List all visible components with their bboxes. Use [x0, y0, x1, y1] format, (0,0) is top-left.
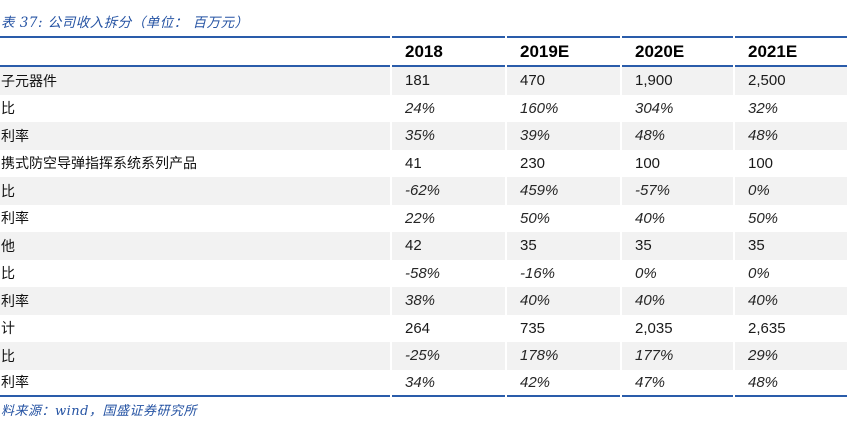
- row-label: 利率: [0, 287, 390, 315]
- cell-value: -62%: [392, 177, 505, 205]
- cell-value: 2,500: [735, 67, 847, 95]
- table-row: 利率 35% 39% 48% 48%: [0, 122, 847, 150]
- cell-value: -25%: [392, 342, 505, 370]
- row-label: 比: [1, 267, 15, 283]
- row-label: 携式防空导弹指挥系统系列产品: [1, 157, 197, 173]
- column-header-2021e: 2021E: [735, 36, 847, 67]
- table-row: 利率 38% 40% 40% 40%: [0, 287, 847, 315]
- cell-value: 40%: [507, 287, 620, 315]
- cell-value: 0%: [735, 177, 847, 205]
- column-header-2019e: 2019E: [507, 36, 620, 67]
- cell-value: 178%: [507, 342, 620, 370]
- table-row: 利率 34% 42% 47% 48%: [0, 370, 847, 397]
- cell-value: 29%: [735, 342, 847, 370]
- cell-value: 735: [520, 319, 546, 337]
- cell-value: 50%: [748, 209, 779, 227]
- cell-value: -58%: [405, 264, 441, 282]
- cell-value: 40%: [635, 209, 666, 227]
- cell-value: 1,900: [622, 67, 733, 95]
- cell-value: 40%: [735, 287, 847, 315]
- cell-value: 160%: [520, 99, 559, 117]
- cell-value: 22%: [405, 209, 436, 227]
- cell-value: 32%: [748, 99, 779, 117]
- table-title: 表 37: 公司收入拆分（单位： 百万元）: [1, 15, 249, 31]
- table-row: 子元器件 181 470 1,900 2,500: [0, 67, 847, 95]
- row-label: 比: [0, 342, 390, 370]
- table-row: 比 24% 160% 304% 32%: [0, 95, 847, 123]
- cell-value: 2,635: [748, 319, 786, 337]
- table-row: 比 -62% 459% -57% 0%: [0, 177, 847, 205]
- table-row: 计 264 735 2,035 2,635: [0, 315, 847, 343]
- row-label: 子元器件: [0, 67, 390, 95]
- cell-value: 181: [392, 67, 505, 95]
- cell-value: 470: [507, 67, 620, 95]
- row-label: 利率: [0, 122, 390, 150]
- cell-value: 230: [520, 154, 546, 172]
- cell-value: 0%: [635, 264, 657, 282]
- cell-value: 24%: [405, 99, 436, 117]
- cell-value: 47%: [622, 370, 733, 397]
- table-header-row: 2018 2019E 2020E 2021E: [0, 36, 847, 67]
- cell-value: 40%: [622, 287, 733, 315]
- cell-value: 48%: [622, 122, 733, 150]
- cell-value: 35: [507, 232, 620, 260]
- cell-value: 100: [748, 154, 774, 172]
- table-row: 他 42 35 35 35: [0, 232, 847, 260]
- row-label: 利率: [0, 370, 390, 397]
- cell-value: -57%: [622, 177, 733, 205]
- cell-value: 42: [392, 232, 505, 260]
- cell-value: 42%: [507, 370, 620, 397]
- row-label: 比: [1, 102, 15, 118]
- cell-value: 41: [405, 154, 422, 172]
- source-note: 料来源：wind，国盛证券研究所: [1, 404, 197, 419]
- cell-value: 459%: [507, 177, 620, 205]
- header-spacer: [0, 36, 390, 67]
- column-header-2020e: 2020E: [622, 36, 733, 67]
- cell-value: 100: [635, 154, 661, 172]
- table-row: 比 -58% -16% 0% 0%: [0, 260, 847, 288]
- cell-value: 0%: [748, 264, 770, 282]
- table-row: 携式防空导弹指挥系统系列产品 41 230 100 100: [0, 150, 847, 178]
- row-label: 他: [0, 232, 390, 260]
- cell-value: -16%: [520, 264, 556, 282]
- data-table: 2018 2019E 2020E 2021E 子元器件 181 470 1,90…: [0, 36, 847, 397]
- cell-value: 35: [622, 232, 733, 260]
- cell-value: 34%: [392, 370, 505, 397]
- cell-value: 48%: [735, 370, 847, 397]
- table-row: 利率 22% 50% 40% 50%: [0, 205, 847, 233]
- row-label: 利率: [1, 212, 29, 228]
- cell-value: 35: [735, 232, 847, 260]
- cell-value: 177%: [622, 342, 733, 370]
- cell-value: 2,035: [635, 319, 673, 337]
- cell-value: 38%: [392, 287, 505, 315]
- cell-value: 39%: [507, 122, 620, 150]
- row-label: 计: [1, 322, 15, 338]
- cell-value: 304%: [635, 99, 674, 117]
- table-row: 比 -25% 178% 177% 29%: [0, 342, 847, 370]
- cell-value: 50%: [520, 209, 551, 227]
- column-header-2018: 2018: [392, 36, 505, 67]
- cell-value: 48%: [735, 122, 847, 150]
- cell-value: 264: [405, 319, 431, 337]
- row-label: 比: [0, 177, 390, 205]
- cell-value: 35%: [392, 122, 505, 150]
